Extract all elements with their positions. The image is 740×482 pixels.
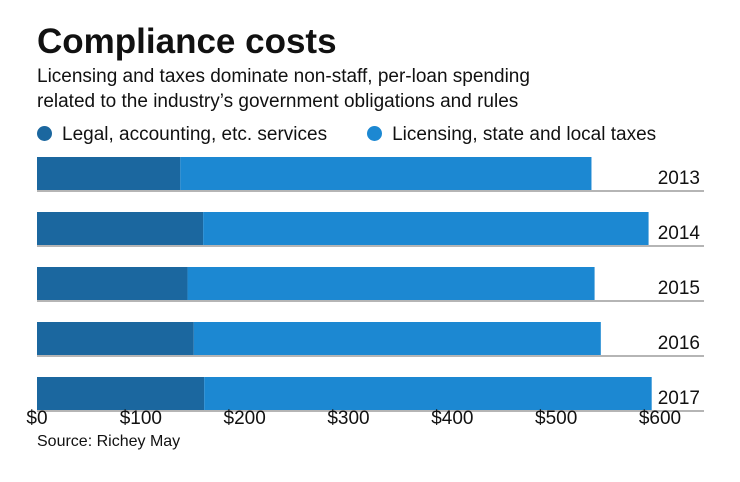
row-baseline [37, 190, 704, 192]
subtitle-line: Licensing and taxes dominate non-staff, … [37, 66, 530, 87]
category-label: 2013 [658, 168, 700, 189]
bar-legal-2015 [37, 267, 188, 300]
bar-legal-2017 [37, 377, 205, 410]
x-tick-label: $300 [327, 408, 369, 429]
bar-licensing-2013 [180, 157, 592, 190]
legend-item: Legal, accounting, etc. services [37, 124, 327, 146]
legend-item: Licensing, state and local taxes [367, 124, 656, 146]
legend: Legal, accounting, etc. services Licensi… [37, 124, 656, 146]
bar-licensing-2015 [187, 267, 595, 300]
row-baseline [37, 245, 704, 247]
x-tick-label: $500 [535, 408, 577, 429]
bar-licensing-2016 [193, 322, 601, 355]
row-baseline [37, 300, 704, 302]
x-tick-label: $0 [26, 408, 47, 429]
category-label: 2017 [658, 388, 700, 409]
bar-legal-2013 [37, 157, 181, 190]
legend-swatch-licensing [367, 126, 383, 141]
x-tick-label: $200 [224, 408, 266, 429]
row-baseline [37, 355, 704, 357]
subtitle-line: related to the industry’s government obl… [37, 91, 519, 112]
category-label: 2016 [658, 333, 700, 354]
chart-title: Compliance costs [37, 22, 337, 61]
row-baseline [37, 410, 704, 412]
category-label: 2014 [658, 223, 701, 244]
x-tick-label: $100 [120, 408, 162, 429]
legend-label: Licensing, state and local taxes [392, 124, 657, 145]
category-label: 2015 [658, 278, 700, 299]
source-note: Source: Richey May [37, 433, 181, 450]
chart-subtitle: Licensing and taxes dominate non-staff, … [37, 64, 737, 114]
bar-legal-2016 [37, 322, 194, 355]
x-tick-label: $600 [639, 408, 681, 429]
bar-licensing-2017 [204, 377, 652, 410]
x-tick-label: $400 [431, 408, 473, 429]
bar-legal-2014 [37, 212, 204, 245]
legend-label: Legal, accounting, etc. services [62, 124, 328, 145]
bar-licensing-2014 [203, 212, 649, 245]
legend-swatch-legal [37, 126, 52, 141]
